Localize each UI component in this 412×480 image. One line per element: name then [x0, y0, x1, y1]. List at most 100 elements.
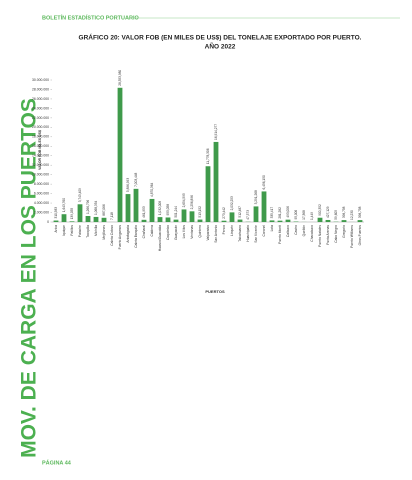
y-tick-label: 4.000.000 [34, 201, 49, 205]
bar [173, 219, 179, 222]
x-tick-label: Antofagasta [126, 225, 130, 243]
value-label: 7,003,448 [134, 172, 138, 186]
value-label: 12,230 [350, 210, 354, 220]
value-label: 887,066 [102, 204, 106, 216]
value-label: 310,583 [54, 207, 58, 219]
y-tick-label: 14.000.000 [32, 154, 49, 158]
value-label: 513,152 [198, 206, 202, 218]
chart-subtitle: AÑO 2022 [205, 42, 236, 51]
bar [213, 141, 219, 222]
bar [277, 220, 283, 222]
value-label: 17,368 [302, 210, 306, 220]
x-tick-label: Puerto Williams [350, 225, 354, 248]
value-label: 900,352 [318, 204, 322, 216]
x-tick-label: Puerto Montt [278, 225, 282, 244]
bar [53, 220, 59, 222]
x-tick-label: Valparaíso [206, 225, 210, 241]
x-tick-label: Cabo Negro [334, 225, 338, 243]
value-label: 95,006 [294, 210, 298, 220]
bar [357, 220, 363, 222]
x-tick-label: Penco [222, 225, 226, 235]
x-tick-label: Chacabuco [310, 225, 314, 242]
page-number: PÁGINA 44 [42, 459, 72, 466]
value-label: 2,654,595 [182, 193, 186, 207]
bar [165, 217, 171, 222]
x-tick-label: Punta Arenas [326, 225, 330, 245]
bar [125, 194, 131, 222]
chart-title: GRÁFICO 20: VALOR FOB (EN MILES DE US$) … [79, 33, 362, 42]
x-tick-label: Los Vilos [182, 225, 186, 239]
bar [317, 217, 323, 222]
x-tick-label: Michilla [94, 225, 98, 236]
bar [77, 204, 83, 222]
bar [221, 220, 227, 222]
x-tick-label: Lirquén [230, 225, 234, 236]
x-tick-label: Puerto Angamos [118, 225, 122, 250]
value-label: 398,758 [358, 206, 362, 218]
x-tick-label: Caleta Coloso [110, 225, 114, 246]
value-label: 28,353,980 [118, 70, 122, 86]
x-axis-title: PUERTOS [205, 289, 225, 294]
value-label: 398,758 [342, 206, 346, 218]
bar [261, 191, 267, 222]
bar [101, 217, 107, 222]
value-label: 273,442 [222, 207, 226, 219]
value-label: 3,743,409 [78, 188, 82, 202]
x-tick-label: Tocopilla [86, 225, 90, 238]
y-tick-label: 26.000.000 [32, 97, 49, 101]
bar [85, 216, 91, 222]
value-label: 59,605 [334, 210, 338, 220]
value-label: 512,487 [238, 206, 242, 218]
bar [253, 206, 259, 222]
x-tick-label: Puerto Natales [318, 225, 322, 247]
bar [181, 209, 187, 222]
x-tick-label: Castro [294, 225, 298, 235]
value-label: 11,778,306 [206, 148, 210, 164]
bar [117, 87, 123, 222]
bar [229, 212, 235, 222]
value-label: 335,417 [270, 207, 274, 219]
y-tick-label: 12.000.000 [32, 163, 49, 167]
bar [61, 214, 67, 222]
bar [197, 219, 203, 222]
bar [141, 219, 147, 222]
x-tick-label: Lota [270, 225, 274, 232]
x-tick-label: Coquimbo [166, 225, 170, 240]
bar [237, 219, 243, 222]
y-tick-label: 18.000.000 [32, 135, 49, 139]
bar [93, 216, 99, 222]
bar [69, 221, 75, 222]
value-label: 461,953 [142, 206, 146, 218]
x-tick-label: Ventanas [190, 225, 194, 239]
value-label: 6,456,150 [262, 175, 266, 189]
x-tick-label: Quellón [302, 225, 306, 237]
x-tick-label: Guayacán [174, 225, 178, 240]
bar [189, 211, 195, 222]
bar [285, 219, 291, 222]
value-label: 139,055 [70, 208, 74, 220]
x-tick-label: Chañaral [142, 225, 146, 239]
x-tick-label: Coronel [262, 225, 266, 237]
y-axis-title: VALOR FOB MILES US$ [38, 130, 42, 170]
y-tick-label: 6.000.000 [34, 191, 49, 195]
value-label: 4,870,364 [150, 183, 154, 197]
bar [205, 166, 211, 222]
bar [157, 217, 163, 222]
x-tick-label: Mejillones [102, 225, 106, 240]
y-tick-label: 20.000.000 [32, 125, 49, 129]
side-title: MOV. DE CARGA EN LOS PUERTOS [18, 98, 41, 458]
x-tick-label: Patillos [70, 225, 74, 236]
value-label: 47,373 [246, 210, 250, 220]
value-label: 427,129 [326, 206, 330, 218]
x-tick-label: Otros Puertos [358, 225, 362, 246]
x-tick-label: Quintero [198, 225, 202, 238]
x-tick-label: Iquique [62, 225, 66, 236]
x-tick-label: Huachipato [246, 225, 250, 242]
bar [341, 220, 347, 222]
x-tick-label: Calbuco [286, 225, 290, 237]
value-label: 2,256,896 [190, 195, 194, 209]
value-label: 16,914,277 [214, 124, 218, 140]
y-tick-label: 28.000.000 [32, 87, 49, 91]
value-label: 493,006 [286, 206, 290, 218]
